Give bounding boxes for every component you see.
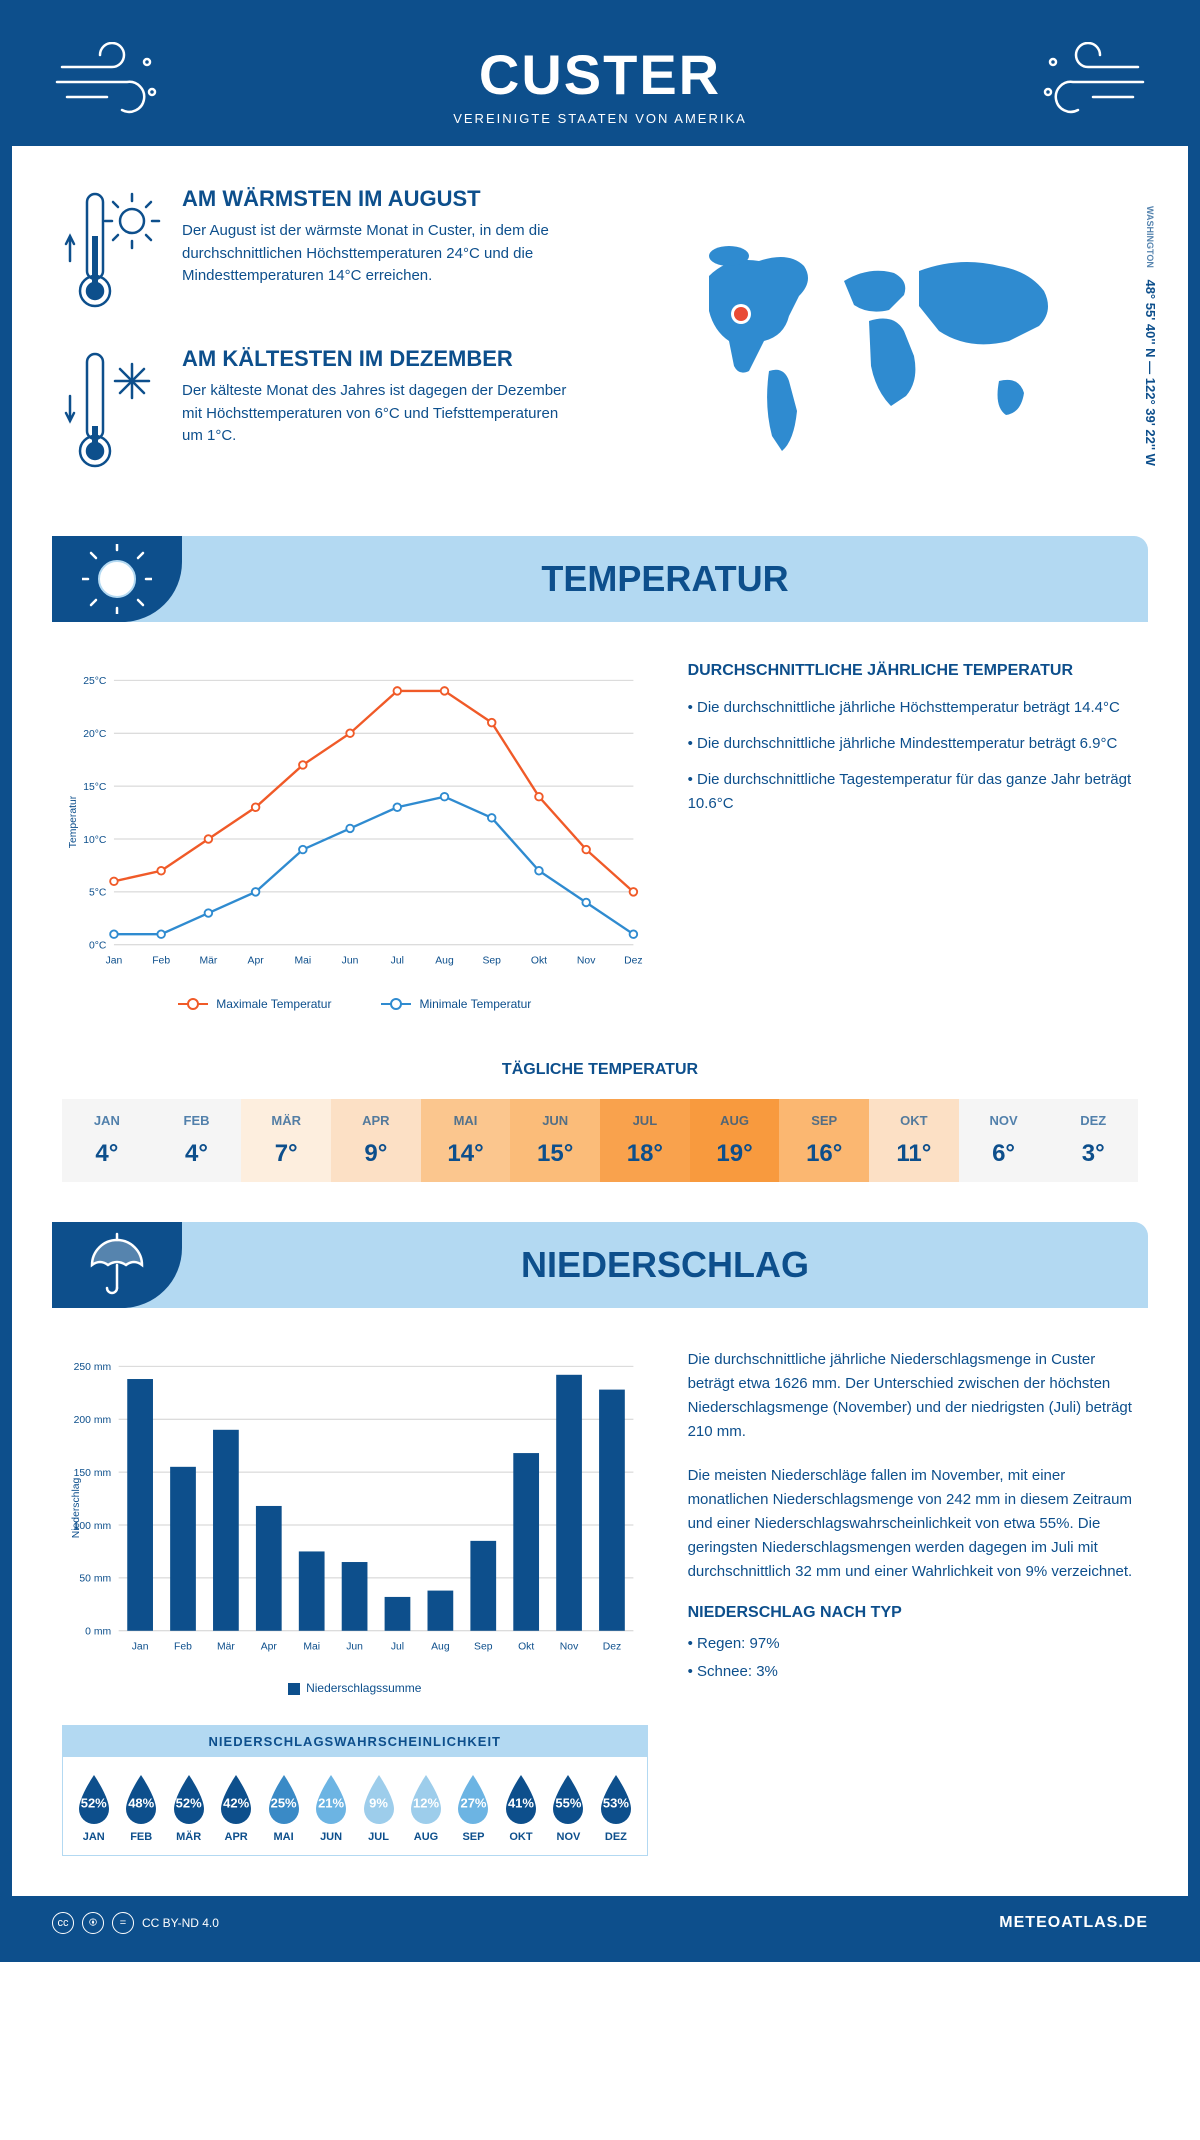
svg-text:Mär: Mär	[217, 1642, 235, 1653]
info-section: AM WÄRMSTEN IM AUGUST Der August ist der…	[12, 146, 1188, 536]
svg-text:200 mm: 200 mm	[74, 1415, 111, 1426]
temperature-heading: TEMPERATUR	[222, 558, 1108, 600]
by-icon: 🅯	[82, 1912, 104, 1934]
svg-text:50 mm: 50 mm	[79, 1574, 111, 1585]
svg-text:Niederschlag: Niederschlag	[71, 1477, 82, 1538]
svg-text:15°C: 15°C	[83, 782, 107, 793]
svg-text:Jun: Jun	[342, 956, 359, 967]
svg-text:Temperatur: Temperatur	[68, 795, 79, 848]
coldest-text: Der kälteste Monat des Jahres ist dagege…	[182, 380, 580, 448]
svg-text:Okt: Okt	[518, 1642, 534, 1653]
legend-max: Maximale Temperatur	[178, 997, 331, 1011]
svg-text:250 mm: 250 mm	[74, 1362, 111, 1373]
svg-text:0°C: 0°C	[89, 941, 107, 952]
svg-text:Sep: Sep	[482, 956, 501, 967]
header: CUSTER VEREINIGTE STAATEN VON AMERIKA	[12, 12, 1188, 146]
temperature-info: DURCHSCHNITTLICHE JÄHRLICHE TEMPERATUR •…	[688, 662, 1138, 1011]
umbrella-icon	[82, 1230, 152, 1300]
svg-text:Okt: Okt	[531, 956, 547, 967]
svg-text:Mär: Mär	[199, 956, 217, 967]
svg-text:150 mm: 150 mm	[74, 1468, 111, 1479]
footer: cc 🅯 = CC BY-ND 4.0 METEOATLAS.DE	[12, 1896, 1188, 1950]
svg-text:Dez: Dez	[624, 956, 642, 967]
legend-min: Minimale Temperatur	[381, 997, 531, 1011]
daily-temperature-table: TÄGLICHE TEMPERATUR JAN4°FEB4°MÄR7°APR9°…	[12, 1051, 1188, 1222]
svg-text:Apr: Apr	[248, 956, 265, 967]
svg-text:Mai: Mai	[303, 1642, 320, 1653]
coldest-block: AM KÄLTESTEN IM DEZEMBER Der kälteste Mo…	[62, 346, 580, 476]
world-map	[669, 226, 1089, 466]
coordinates: WASHINGTON 48° 55' 40'' N — 122° 39' 22'…	[1143, 206, 1158, 466]
svg-text:Nov: Nov	[577, 956, 596, 967]
warmest-title: AM WÄRMSTEN IM AUGUST	[182, 186, 580, 212]
svg-text:0 mm: 0 mm	[85, 1627, 111, 1638]
thermometer-cold-icon	[62, 346, 162, 476]
svg-text:Feb: Feb	[152, 956, 170, 967]
svg-text:Feb: Feb	[174, 1642, 192, 1653]
coldest-title: AM KÄLTESTEN IM DEZEMBER	[182, 346, 580, 372]
svg-text:Sep: Sep	[474, 1642, 493, 1653]
svg-text:Jan: Jan	[106, 956, 123, 967]
svg-text:Apr: Apr	[261, 1642, 278, 1653]
svg-text:Jul: Jul	[391, 956, 404, 967]
svg-text:Jan: Jan	[132, 1642, 149, 1653]
svg-text:Aug: Aug	[435, 956, 454, 967]
page-title: CUSTER	[52, 42, 1148, 107]
license-text: CC BY-ND 4.0	[142, 1916, 219, 1930]
precipitation-bar-chart: 0 mm50 mm100 mm150 mm200 mm250 mmJanFebM…	[62, 1348, 648, 1668]
svg-text:10°C: 10°C	[83, 835, 107, 846]
thermometer-hot-icon	[62, 186, 162, 316]
wind-icon	[1028, 42, 1148, 122]
svg-text:Jun: Jun	[346, 1642, 363, 1653]
rain-probability-panel: NIEDERSCHLAGSWAHRSCHEINLICHKEIT 52%JAN48…	[62, 1725, 648, 1856]
wind-icon	[52, 42, 172, 122]
svg-text:Aug: Aug	[431, 1642, 450, 1653]
temperature-banner: TEMPERATUR	[52, 536, 1148, 622]
nd-icon: =	[112, 1912, 134, 1934]
warmest-text: Der August ist der wärmste Monat in Cust…	[182, 220, 580, 288]
svg-text:Jul: Jul	[391, 1642, 404, 1653]
cc-icon: cc	[52, 1912, 74, 1934]
svg-text:Nov: Nov	[560, 1642, 579, 1653]
svg-text:5°C: 5°C	[89, 888, 107, 899]
svg-text:Mai: Mai	[294, 956, 311, 967]
precipitation-info: Die durchschnittliche jährliche Niedersc…	[688, 1348, 1138, 1856]
precipitation-heading: NIEDERSCHLAG	[222, 1244, 1108, 1286]
svg-text:Dez: Dez	[603, 1642, 621, 1653]
warmest-block: AM WÄRMSTEN IM AUGUST Der August ist der…	[62, 186, 580, 316]
page-subtitle: VEREINIGTE STAATEN VON AMERIKA	[52, 111, 1148, 126]
site-name: METEOATLAS.DE	[999, 1914, 1148, 1932]
svg-text:25°C: 25°C	[83, 676, 107, 687]
sun-icon	[82, 544, 152, 614]
bar-legend: Niederschlagssumme	[62, 1681, 648, 1695]
precipitation-banner: NIEDERSCHLAG	[52, 1222, 1148, 1308]
temperature-line-chart: 0°C 5°C 10°C 15°C 20°C 25°C Jan Feb Mär Apr Mai Jun…	[62, 662, 648, 1011]
svg-text:20°C: 20°C	[83, 729, 107, 740]
